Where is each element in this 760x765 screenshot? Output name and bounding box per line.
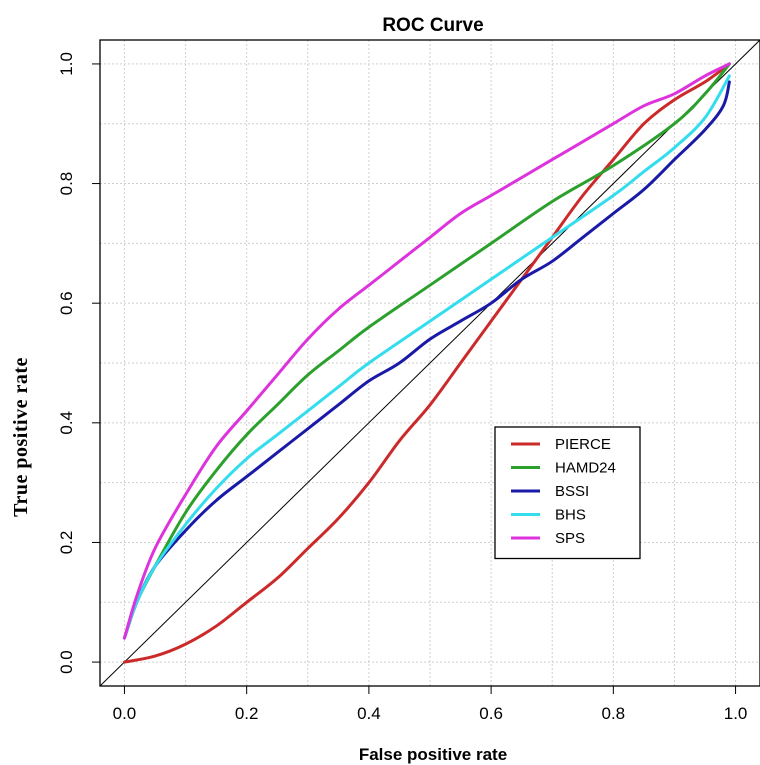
y-axis-label: True positive rate bbox=[10, 357, 32, 517]
x-tick-label: 0.2 bbox=[235, 704, 259, 723]
legend-entry-bssi: BSSI bbox=[555, 483, 589, 500]
x-tick-label: 0.0 bbox=[113, 704, 137, 723]
x-tick-label: 0.4 bbox=[357, 704, 381, 723]
legend-entry-bhs: BHS bbox=[555, 507, 586, 524]
series-line-pierce bbox=[122, 62, 731, 664]
x-tick-label: 1.0 bbox=[724, 704, 748, 723]
legend-entry-sps: SPS bbox=[555, 530, 585, 547]
x-tick-label: 0.8 bbox=[602, 704, 626, 723]
series-line-sps bbox=[122, 62, 731, 640]
y-tick-label: 0.4 bbox=[57, 411, 76, 435]
x-axis-label: False positive rate bbox=[359, 745, 507, 764]
x-axis: 0.0 0.2 0.4 0.6 0.8 1.0 bbox=[113, 686, 748, 723]
legend-entry-pierce: PIERCE bbox=[555, 436, 611, 453]
legend: PIERCE HAMD24 BSSI BHS SPS bbox=[494, 426, 641, 560]
series-lines bbox=[122, 62, 731, 664]
y-tick-label: 1.0 bbox=[57, 52, 76, 76]
y-tick-label: 0.0 bbox=[57, 650, 76, 674]
chart-title: ROC Curve bbox=[382, 15, 483, 36]
y-tick-label: 0.2 bbox=[57, 531, 76, 555]
series-line-hamd24 bbox=[122, 62, 731, 640]
y-axis: 0.0 0.2 0.4 0.6 0.8 1.0 bbox=[57, 52, 100, 674]
series-line-bssi bbox=[122, 80, 731, 640]
legend-entry-hamd24: HAMD24 bbox=[555, 460, 616, 477]
plot-frame bbox=[99, 39, 760, 687]
y-tick-label: 0.8 bbox=[57, 172, 76, 196]
y-tick-label: 0.6 bbox=[57, 291, 76, 315]
diagonal-reference-line bbox=[99, 39, 760, 687]
grid bbox=[100, 40, 760, 686]
x-tick-label: 0.6 bbox=[479, 704, 503, 723]
series-line-bhs bbox=[122, 74, 731, 640]
